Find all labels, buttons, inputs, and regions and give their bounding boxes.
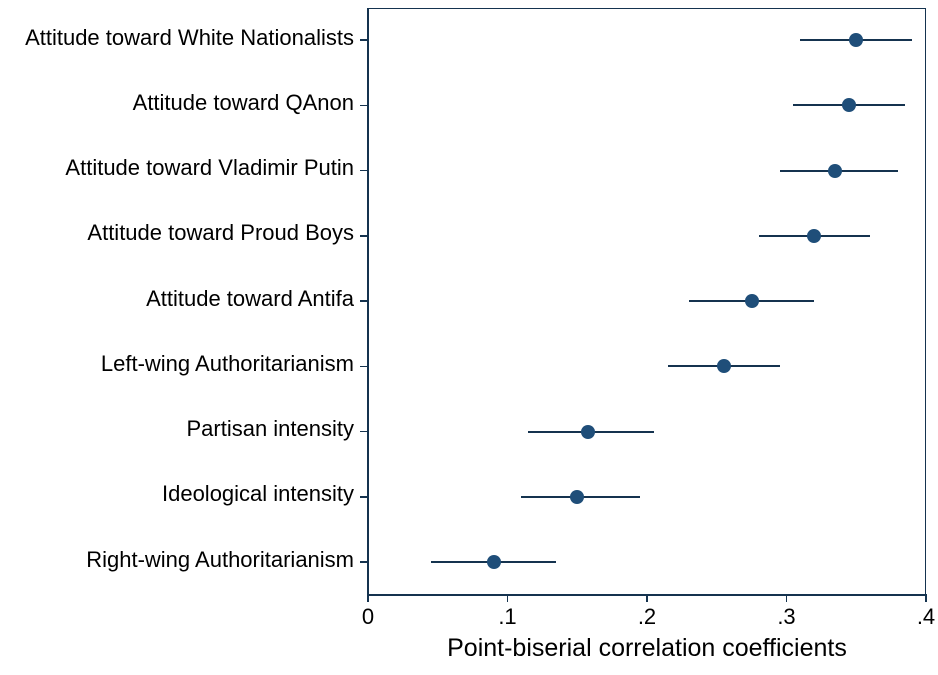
y-tick (360, 170, 368, 172)
correlation-dotplot: Attitude toward White Nationalists Attitu… (0, 0, 938, 675)
y-tick-label: Ideological intensity (162, 481, 354, 507)
x-tick (925, 594, 927, 602)
y-tick-label: Attitude toward Proud Boys (87, 220, 354, 246)
y-tick-label: Attitude toward White Nationalists (25, 25, 354, 51)
point-marker (487, 555, 501, 569)
point-marker (807, 229, 821, 243)
x-tick (367, 594, 369, 602)
y-tick-label: Right-wing Authoritarianism (86, 547, 354, 573)
y-tick (360, 561, 368, 563)
y-tick-label: Left-wing Authoritarianism (101, 351, 354, 377)
y-tick (360, 235, 368, 237)
y-tick (360, 431, 368, 433)
plot-area (368, 8, 926, 594)
point-marker (745, 294, 759, 308)
point-marker (717, 359, 731, 373)
y-tick (360, 105, 368, 107)
x-axis-title: Point-biserial correlation coefficients (347, 634, 938, 663)
y-tick-label: Partisan intensity (186, 416, 354, 442)
x-tick-label: 0 (362, 604, 374, 630)
x-tick (646, 594, 648, 602)
x-tick (786, 594, 788, 602)
point-marker (842, 98, 856, 112)
x-tick (507, 594, 509, 602)
point-marker (581, 425, 595, 439)
y-tick (360, 366, 368, 368)
x-tick-label: .1 (498, 604, 516, 630)
zero-gridline (368, 8, 369, 594)
x-tick-label: .4 (917, 604, 935, 630)
point-marker (828, 164, 842, 178)
x-tick-label: .2 (638, 604, 656, 630)
y-tick-label: Attitude toward Vladimir Putin (65, 155, 354, 181)
point-marker (849, 33, 863, 47)
y-tick (360, 496, 368, 498)
x-tick-label: .3 (777, 604, 795, 630)
y-tick-label: Attitude toward Antifa (146, 286, 354, 312)
point-marker (570, 490, 584, 504)
y-tick (360, 300, 368, 302)
y-tick-label: Attitude toward QAnon (133, 90, 354, 116)
y-tick (360, 39, 368, 41)
